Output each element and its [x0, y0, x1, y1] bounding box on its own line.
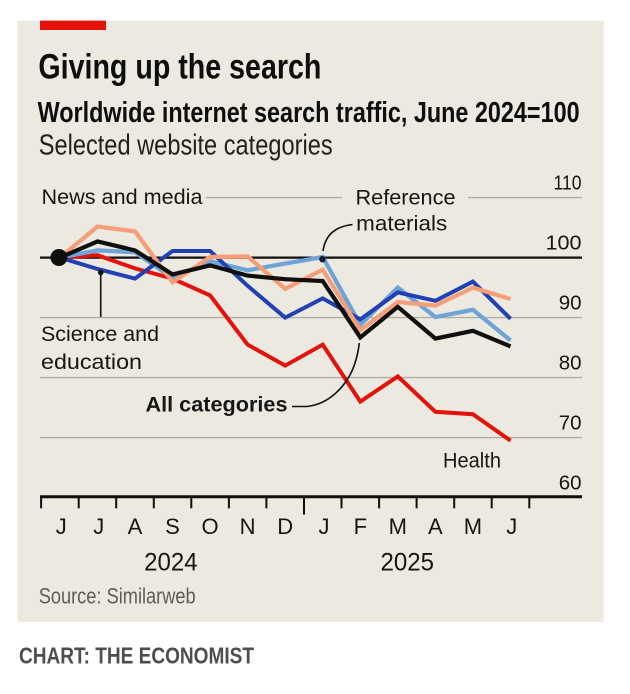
svg-text:Selected website categories: Selected website categories	[39, 130, 333, 162]
svg-text:Giving up the search: Giving up the search	[38, 48, 321, 87]
svg-text:D: D	[277, 514, 293, 539]
svg-text:80: 80	[559, 351, 582, 374]
svg-text:60: 60	[559, 471, 582, 494]
svg-text:Reference: Reference	[356, 186, 456, 209]
svg-text:A: A	[128, 514, 143, 539]
svg-text:Source: Similarweb: Source: Similarweb	[39, 584, 196, 609]
svg-text:A: A	[428, 514, 443, 539]
svg-text:110: 110	[554, 171, 582, 194]
svg-text:2024: 2024	[144, 548, 198, 576]
svg-text:All categories: All categories	[146, 394, 288, 417]
svg-text:M: M	[464, 514, 482, 539]
svg-text:materials: materials	[356, 212, 447, 235]
svg-text:100: 100	[546, 231, 582, 254]
svg-text:J: J	[319, 514, 330, 539]
svg-text:CHART: THE ECONOMIST: CHART: THE ECONOMIST	[19, 643, 255, 669]
svg-text:S: S	[165, 514, 180, 539]
svg-text:F: F	[354, 514, 367, 539]
svg-text:90: 90	[559, 291, 582, 314]
svg-text:Health: Health	[443, 449, 501, 472]
svg-text:Worldwide internet search traf: Worldwide internet search traffic, June …	[38, 97, 580, 129]
svg-text:News and media: News and media	[42, 186, 203, 209]
svg-text:J: J	[506, 514, 517, 539]
svg-text:education: education	[41, 351, 142, 374]
svg-text:70: 70	[559, 411, 582, 434]
svg-text:J: J	[56, 514, 67, 539]
svg-text:N: N	[240, 514, 256, 539]
svg-text:Science and: Science and	[41, 323, 159, 346]
svg-text:O: O	[202, 514, 219, 539]
svg-text:2025: 2025	[381, 548, 435, 576]
svg-text:J: J	[93, 514, 104, 539]
svg-text:M: M	[389, 514, 407, 539]
